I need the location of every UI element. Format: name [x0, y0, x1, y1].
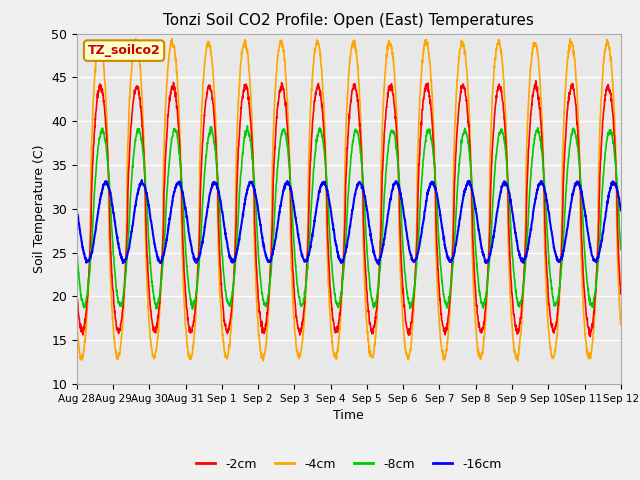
- Title: Tonzi Soil CO2 Profile: Open (East) Temperatures: Tonzi Soil CO2 Profile: Open (East) Temp…: [163, 13, 534, 28]
- -16cm: [365, 216, 372, 222]
- -4cm: [365, 340, 372, 346]
- -8cm: [73, 247, 81, 253]
- -8cm: [244, 123, 252, 129]
- -16cm: [73, 206, 81, 212]
- -2cm: [584, 324, 592, 330]
- Y-axis label: Soil Temperature (C): Soil Temperature (C): [33, 144, 45, 273]
- -16cm: [374, 262, 382, 267]
- -2cm: [569, 82, 577, 88]
- -2cm: [586, 334, 594, 339]
- -2cm: [225, 325, 232, 331]
- -4cm: [514, 358, 522, 364]
- -2cm: [376, 250, 384, 255]
- X-axis label: Time: Time: [333, 409, 364, 422]
- Line: -16cm: -16cm: [77, 180, 621, 264]
- -8cm: [617, 247, 625, 252]
- -8cm: [584, 285, 592, 291]
- -4cm: [168, 36, 176, 41]
- -8cm: [377, 256, 385, 262]
- -16cm: [508, 202, 515, 208]
- -8cm: [508, 234, 515, 240]
- -4cm: [376, 223, 384, 229]
- -4cm: [225, 346, 232, 352]
- -4cm: [617, 322, 625, 327]
- -8cm: [365, 270, 372, 276]
- -4cm: [507, 305, 515, 311]
- Text: TZ_soilco2: TZ_soilco2: [88, 44, 161, 57]
- Legend: -2cm, -4cm, -8cm, -16cm: -2cm, -4cm, -8cm, -16cm: [191, 453, 506, 476]
- -4cm: [570, 45, 577, 50]
- -8cm: [225, 300, 232, 306]
- -2cm: [365, 309, 372, 315]
- -16cm: [377, 254, 385, 260]
- -2cm: [73, 292, 81, 298]
- -16cm: [225, 250, 232, 256]
- -16cm: [138, 177, 146, 183]
- Line: -4cm: -4cm: [77, 38, 621, 361]
- -8cm: [189, 306, 196, 312]
- -4cm: [584, 352, 592, 358]
- -8cm: [570, 128, 577, 133]
- -4cm: [73, 322, 81, 328]
- -16cm: [570, 191, 577, 196]
- Line: -2cm: -2cm: [77, 81, 621, 336]
- -2cm: [507, 273, 515, 278]
- -2cm: [532, 78, 540, 84]
- -16cm: [584, 232, 592, 238]
- -16cm: [617, 207, 625, 213]
- -2cm: [617, 291, 625, 297]
- Line: -8cm: -8cm: [77, 126, 621, 309]
